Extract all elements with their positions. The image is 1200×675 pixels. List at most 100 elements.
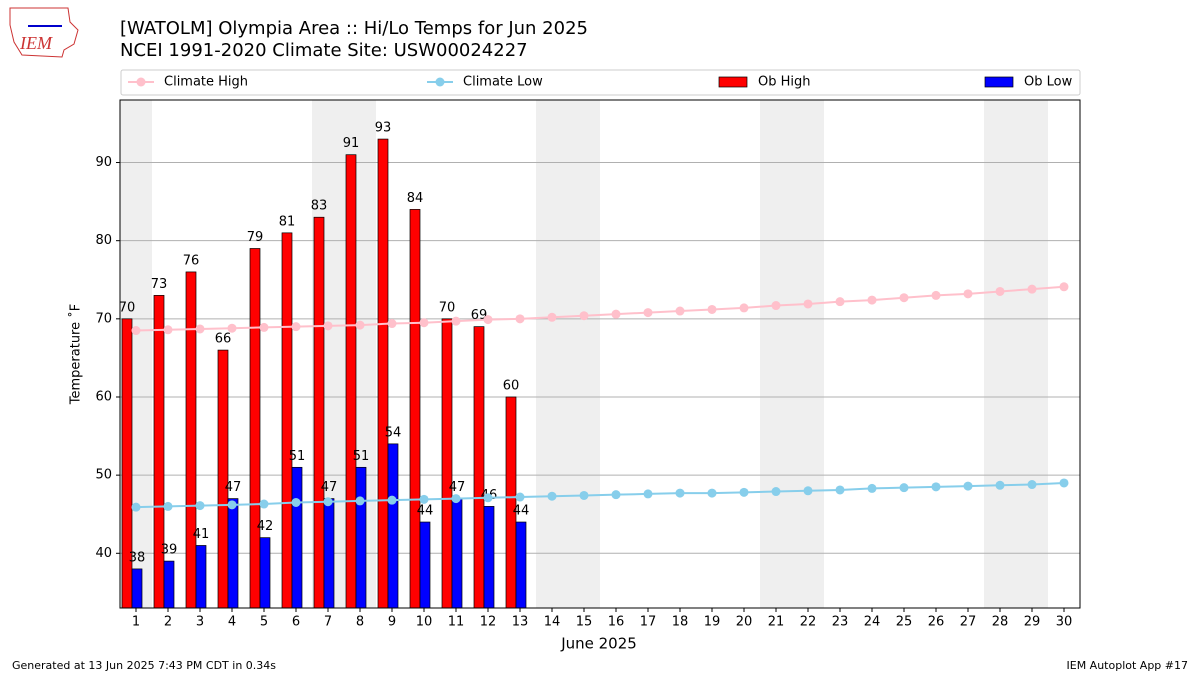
point xyxy=(355,496,365,506)
x-tick-label: 17 xyxy=(640,615,657,630)
x-tick-label: 5 xyxy=(260,615,268,630)
data-label: 79 xyxy=(247,230,264,245)
footer-right: IEM Autoplot App #17 xyxy=(1067,659,1189,672)
bar xyxy=(185,271,197,609)
point xyxy=(227,500,237,510)
point xyxy=(259,499,269,509)
bar xyxy=(377,138,389,609)
x-tick-label: 18 xyxy=(672,615,689,630)
point xyxy=(387,319,397,329)
point xyxy=(323,497,333,507)
line xyxy=(135,481,1065,509)
x-tick-label: 30 xyxy=(1056,615,1073,630)
legend-swatch xyxy=(984,76,1014,88)
y-tick-label: 40 xyxy=(95,546,112,561)
point xyxy=(1059,282,1069,292)
data-label: 44 xyxy=(513,504,530,519)
bar xyxy=(483,506,495,609)
point xyxy=(1027,284,1037,294)
legend-label: Climate High xyxy=(164,75,248,90)
data-label: 38 xyxy=(129,550,146,565)
x-tick-label: 29 xyxy=(1024,615,1041,630)
x-tick-label: 22 xyxy=(800,615,817,630)
bar xyxy=(409,209,421,609)
point xyxy=(675,306,685,316)
legend-label: Ob High xyxy=(758,75,811,90)
point xyxy=(739,303,749,313)
legend-label: Climate Low xyxy=(463,75,543,90)
x-tick-label: 14 xyxy=(544,615,561,630)
point xyxy=(227,323,237,333)
x-tick-label: 4 xyxy=(228,615,236,630)
logo-text: IEM xyxy=(19,33,53,53)
x-tick-label: 27 xyxy=(960,615,977,630)
point xyxy=(611,309,621,319)
logo: IEM xyxy=(9,7,79,58)
point xyxy=(451,316,461,326)
chart-title: [WATOLM] Olympia Area :: Hi/Lo Temps for… xyxy=(120,18,588,39)
point xyxy=(483,315,493,325)
bar xyxy=(419,521,431,609)
bar xyxy=(451,498,463,609)
bar xyxy=(505,396,517,609)
point xyxy=(579,490,589,500)
bar xyxy=(313,216,325,609)
weekend-shading xyxy=(120,100,1048,608)
data-label: 51 xyxy=(353,449,370,464)
bar xyxy=(355,466,367,609)
y-tick-label: 50 xyxy=(95,468,112,483)
data-label: 47 xyxy=(225,480,242,495)
bar xyxy=(281,232,293,609)
data-label: 47 xyxy=(321,480,338,495)
x-axis-label: June 2025 xyxy=(560,635,637,653)
point xyxy=(195,324,205,334)
legend-swatch xyxy=(718,76,748,88)
shade xyxy=(760,100,824,608)
point xyxy=(579,311,589,321)
point xyxy=(515,492,525,502)
data-label: 41 xyxy=(193,527,210,542)
data-label: 44 xyxy=(417,504,434,519)
x-tick-label: 9 xyxy=(388,615,396,630)
x-tick-label: 23 xyxy=(832,615,849,630)
x-tick-label: 21 xyxy=(768,615,785,630)
chart-subtitle: NCEI 1991-2020 Climate Site: USW00024227 xyxy=(120,40,528,61)
point xyxy=(419,318,429,328)
data-label: 39 xyxy=(161,543,178,558)
bar xyxy=(387,443,399,609)
shade xyxy=(984,100,1048,608)
plot-frame xyxy=(119,99,1081,609)
x-tick-label: 10 xyxy=(416,615,433,630)
point xyxy=(899,483,909,493)
bar xyxy=(291,466,303,609)
point xyxy=(675,488,685,498)
point xyxy=(867,295,877,305)
bar xyxy=(131,568,143,609)
y-tick-label: 60 xyxy=(95,389,112,404)
point xyxy=(643,308,653,318)
point xyxy=(1059,478,1069,488)
x-tick-label: 6 xyxy=(292,615,300,630)
bar xyxy=(441,318,453,609)
point xyxy=(867,483,877,493)
point xyxy=(291,497,301,507)
x-tick-label: 1 xyxy=(132,615,140,630)
point xyxy=(931,482,941,492)
x-tick-label: 26 xyxy=(928,615,945,630)
data-label: 91 xyxy=(343,136,360,151)
point xyxy=(995,286,1005,296)
x-tick-label: 20 xyxy=(736,615,753,630)
point xyxy=(131,326,141,336)
point xyxy=(995,480,1005,490)
data-label: 47 xyxy=(449,480,466,495)
point xyxy=(771,487,781,497)
data-label: 51 xyxy=(289,449,306,464)
x-tick-label: 7 xyxy=(324,615,332,630)
point xyxy=(131,502,141,512)
data-label: 42 xyxy=(257,519,274,534)
x-tick-label: 8 xyxy=(356,615,364,630)
point xyxy=(899,293,909,303)
x-tick-label: 25 xyxy=(896,615,913,630)
point xyxy=(1027,480,1037,490)
